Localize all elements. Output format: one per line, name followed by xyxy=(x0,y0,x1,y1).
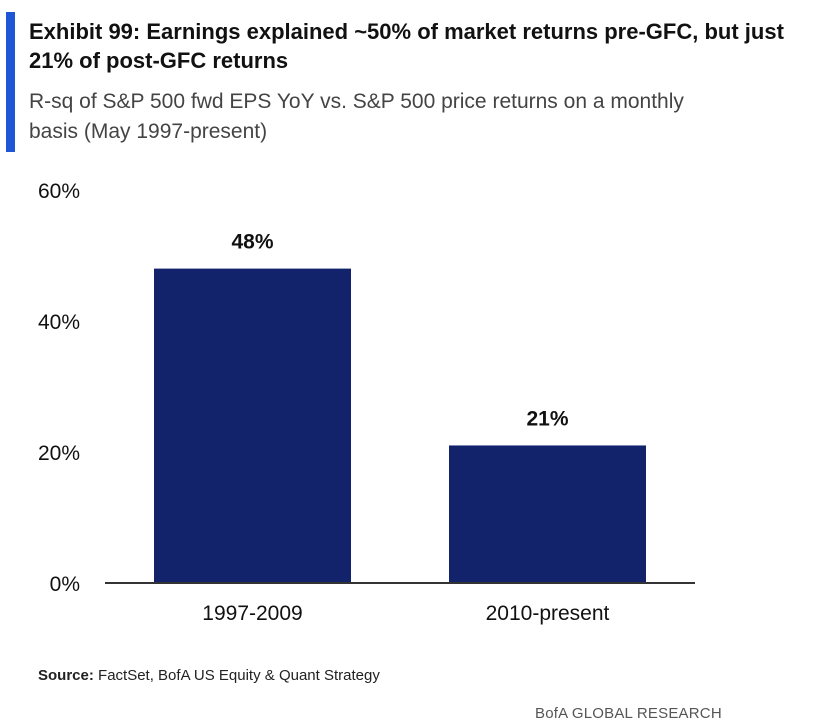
chart-subtitle: R-sq of S&P 500 fwd EPS YoY vs. S&P 500 … xyxy=(29,90,684,143)
bar xyxy=(154,268,351,583)
x-tick-label: 2010-present xyxy=(486,602,610,625)
brand-label: BofA GLOBAL RESEARCH xyxy=(535,705,722,722)
source-text: FactSet, BofA US Equity & Quant Strategy xyxy=(93,667,380,684)
y-tick-label: 0% xyxy=(50,573,80,596)
bar-chart: 0% 20% 40% 60% 48% 1997-2009 21% 2010-present xyxy=(38,180,695,625)
source-label: Source: xyxy=(38,667,94,684)
y-tick-label: 40% xyxy=(38,311,80,334)
x-tick-label: 1997-2009 xyxy=(202,602,302,625)
bar xyxy=(449,445,646,583)
y-tick-label: 20% xyxy=(38,442,80,465)
source-note: Source: FactSet, BofA US Equity & Quant … xyxy=(38,667,380,684)
chart-title: Exhibit 99: Earnings explained ~50% of m… xyxy=(29,19,784,73)
data-label: 48% xyxy=(231,231,273,254)
accent-bar xyxy=(6,12,15,152)
data-label: 21% xyxy=(526,407,568,430)
y-tick-label: 60% xyxy=(38,180,80,203)
